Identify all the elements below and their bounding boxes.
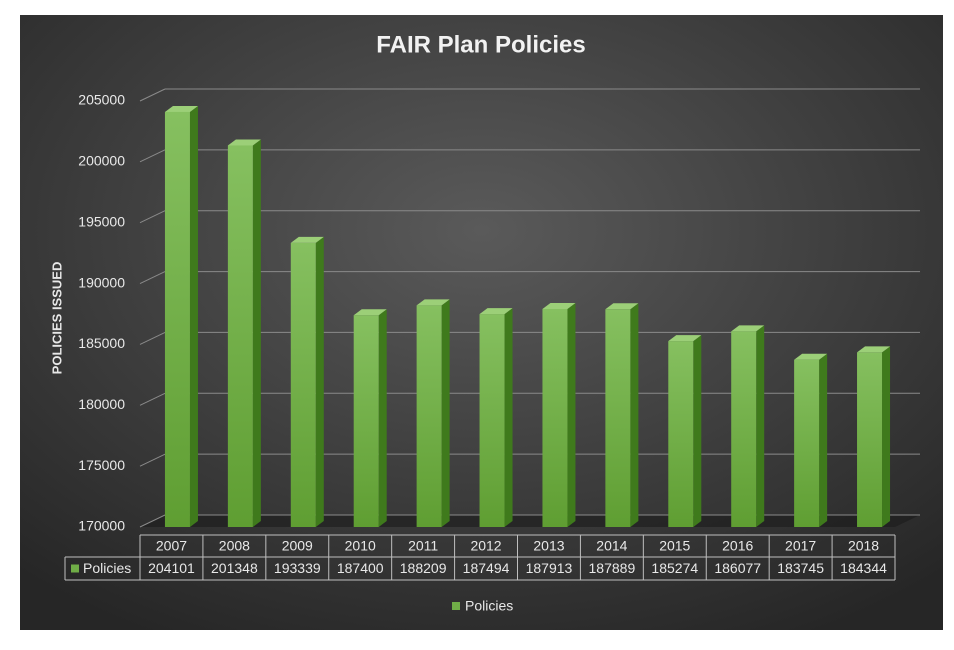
bar-side bbox=[441, 299, 450, 527]
bar bbox=[668, 341, 694, 527]
x-tick-label: 2017 bbox=[785, 538, 816, 554]
table-value: 204101 bbox=[148, 560, 195, 576]
bar-side bbox=[630, 303, 639, 527]
x-tick-label: 2012 bbox=[470, 538, 501, 554]
table-value: 185274 bbox=[651, 560, 698, 576]
bar-side bbox=[378, 309, 387, 527]
x-tick-label: 2007 bbox=[156, 538, 187, 554]
table-value: 184344 bbox=[840, 560, 887, 576]
bar-top bbox=[479, 308, 513, 315]
bar-top bbox=[794, 353, 828, 360]
bar bbox=[416, 305, 442, 527]
legend-key bbox=[452, 602, 460, 610]
bar bbox=[164, 111, 190, 528]
x-tick-label: 2018 bbox=[848, 538, 879, 554]
table-value: 188209 bbox=[400, 560, 447, 576]
floor bbox=[140, 515, 920, 527]
bar-top bbox=[668, 335, 702, 342]
y-tick-label: 185000 bbox=[78, 335, 125, 351]
bar-side bbox=[189, 105, 198, 528]
bar bbox=[857, 352, 883, 527]
bar-side bbox=[315, 236, 324, 527]
chart-title: FAIR Plan Policies bbox=[376, 31, 585, 58]
bar-top bbox=[857, 346, 891, 353]
grid-line-side bbox=[139, 453, 166, 467]
x-tick-label: 2016 bbox=[722, 538, 753, 554]
plot-area: 170000 175000 180000 185000 190000 195000 2000… bbox=[64, 88, 920, 614]
bar bbox=[542, 308, 568, 527]
x-tick-label: 2011 bbox=[408, 538, 438, 554]
bar-side bbox=[756, 325, 765, 527]
table-value: 183745 bbox=[777, 560, 824, 576]
table-value: 187889 bbox=[589, 560, 636, 576]
bar-side bbox=[882, 346, 891, 527]
table-value: 187400 bbox=[337, 560, 384, 576]
y-tick-label: 200000 bbox=[78, 153, 125, 169]
y-tick-label: 195000 bbox=[78, 213, 125, 229]
table-legend-key bbox=[71, 564, 79, 573]
bar bbox=[479, 314, 505, 527]
x-tick-label: 2010 bbox=[345, 538, 376, 554]
bar-side bbox=[819, 353, 828, 527]
bar-top bbox=[227, 139, 261, 146]
table-value: 201348 bbox=[211, 560, 258, 576]
grid-line-side bbox=[139, 271, 166, 285]
bar-top bbox=[416, 299, 450, 306]
bar-top bbox=[731, 325, 765, 332]
table-value: 187494 bbox=[463, 560, 510, 576]
x-tick-label: 2015 bbox=[659, 538, 690, 554]
bar bbox=[794, 359, 820, 527]
grid-line-side bbox=[139, 88, 166, 102]
legend-label: Policies bbox=[465, 598, 513, 614]
bar bbox=[605, 309, 631, 527]
bar-top bbox=[605, 303, 639, 310]
x-tick-label: 2013 bbox=[533, 538, 564, 554]
grid-line-side bbox=[139, 514, 166, 528]
bar-top bbox=[290, 236, 324, 243]
table-row-label: Policies bbox=[83, 560, 131, 576]
x-tick-label: 2009 bbox=[282, 538, 313, 554]
bar bbox=[290, 242, 316, 527]
grid-line-side bbox=[139, 392, 166, 406]
table-value: 187913 bbox=[526, 560, 573, 576]
y-tick-label: 180000 bbox=[78, 396, 125, 412]
y-tick-label: 205000 bbox=[78, 92, 125, 108]
table-value: 186077 bbox=[714, 560, 761, 576]
bar bbox=[353, 315, 379, 527]
y-tick-label: 170000 bbox=[78, 518, 125, 534]
x-tick-label: 2014 bbox=[596, 538, 627, 554]
grid-line-side bbox=[139, 149, 166, 163]
bar-top bbox=[353, 309, 387, 316]
grid-line-side bbox=[139, 210, 166, 224]
y-tick-label: 175000 bbox=[78, 457, 125, 473]
x-tick-label: 2008 bbox=[219, 538, 250, 554]
bar-side bbox=[504, 308, 513, 527]
bar-top bbox=[164, 105, 198, 112]
bar-side bbox=[693, 335, 702, 527]
bar-top bbox=[542, 302, 576, 309]
y-axis-label: POLICIES ISSUED bbox=[49, 262, 64, 375]
bar-side bbox=[567, 302, 576, 527]
grid-line-side bbox=[139, 331, 166, 345]
bar-side bbox=[252, 139, 261, 527]
y-tick-label: 190000 bbox=[78, 274, 125, 290]
bar bbox=[227, 145, 253, 527]
table-value: 193339 bbox=[274, 560, 321, 576]
bar bbox=[731, 331, 757, 527]
